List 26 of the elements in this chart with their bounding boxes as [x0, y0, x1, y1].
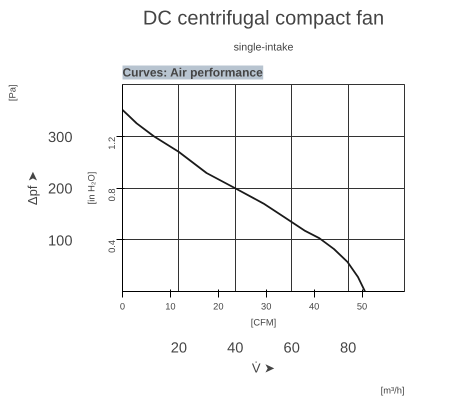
chart-title: DC centrifugal compact fan [142, 8, 384, 30]
text: [m³/h] [380, 386, 405, 396]
line-series [122, 108, 366, 292]
y2-tick-label: 0.8 [107, 188, 117, 202]
x-tick-label: 40 [227, 340, 244, 356]
y-tick-label: 200 [48, 182, 73, 198]
x-tick-label: 60 [284, 340, 300, 356]
x2-axis-title: [CFM] [250, 318, 276, 328]
text: Curves: Air performance [122, 66, 264, 80]
x2-tick-label: 40 [308, 302, 320, 312]
x2-tick-label: 20 [213, 302, 224, 312]
y-tick-label: 300 [48, 130, 73, 146]
x-tick-label: 80 [340, 340, 356, 356]
y-tick-label: 100 [48, 233, 73, 250]
y-axis-title: Δpf ➤ [25, 170, 40, 206]
text: [Pa] [8, 84, 18, 102]
x-axis-title: V̇ ➤ [252, 360, 276, 376]
y2-tick-label: 0.4 [107, 240, 117, 253]
x2-tick-label: 0 [120, 302, 126, 312]
chart-subtitle: single-intake [234, 42, 294, 54]
x-tick-label: 20 [170, 340, 188, 356]
x2-tick-label: 30 [261, 302, 272, 312]
x2-tick-label: 10 [165, 302, 176, 312]
y2-axis-title: [in H₂O] [86, 172, 96, 204]
y2-tick-label: 1.2 [107, 136, 117, 150]
x2-tick-label: 50 [356, 302, 368, 312]
